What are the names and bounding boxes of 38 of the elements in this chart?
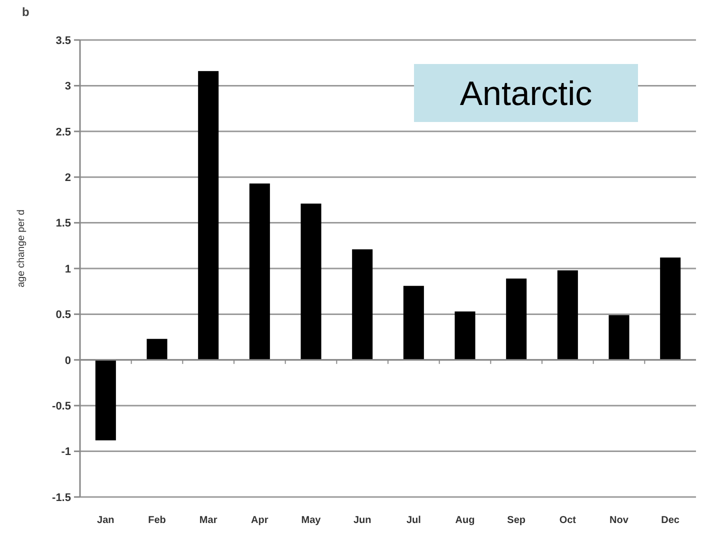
y-tick-label: -1 bbox=[61, 446, 71, 458]
y-tick-label: 1.5 bbox=[56, 218, 71, 230]
y-tick-label: 1 bbox=[64, 263, 71, 276]
x-tick-label: Oct bbox=[559, 515, 577, 526]
y-axis-title: age change per d bbox=[16, 210, 27, 288]
x-tick-label: Nov bbox=[610, 515, 629, 526]
bar bbox=[146, 338, 168, 360]
y-tick-label: -1.5 bbox=[52, 492, 71, 504]
bar bbox=[249, 184, 270, 360]
x-tick-label: Dec bbox=[661, 515, 680, 526]
y-tick-label: 0.5 bbox=[56, 309, 71, 322]
bar bbox=[454, 311, 476, 360]
x-tick-label: Apr bbox=[251, 515, 268, 526]
y-tick-label: 3 bbox=[64, 80, 71, 93]
chart-title: b bbox=[22, 5, 30, 19]
x-tick-label: Feb bbox=[148, 515, 166, 526]
y-tick-label: 3.5 bbox=[56, 34, 71, 47]
y-tick-label: 2.5 bbox=[56, 126, 71, 138]
x-tick-label: Mar bbox=[199, 515, 218, 526]
x-tick-label: Jan bbox=[97, 515, 114, 526]
y-tick-label: 0 bbox=[64, 354, 71, 367]
bar bbox=[557, 270, 578, 360]
x-tick-label: Aug bbox=[455, 515, 475, 526]
x-tick-label: Jun bbox=[353, 515, 372, 526]
bar bbox=[352, 249, 373, 360]
y-tick-label: -0.5 bbox=[52, 400, 71, 412]
annotation: Antarctic bbox=[460, 74, 592, 113]
bar bbox=[660, 258, 681, 360]
x-tick-label: May bbox=[301, 515, 322, 526]
bar bbox=[198, 71, 219, 360]
bar bbox=[403, 286, 424, 360]
bar bbox=[300, 204, 322, 360]
x-tick-label: Jul bbox=[406, 515, 422, 526]
y-tick-label: 2 bbox=[64, 172, 71, 184]
x-tick-label: Sep bbox=[507, 515, 526, 526]
bar bbox=[608, 315, 630, 360]
bar bbox=[506, 278, 527, 360]
bar bbox=[95, 360, 116, 440]
